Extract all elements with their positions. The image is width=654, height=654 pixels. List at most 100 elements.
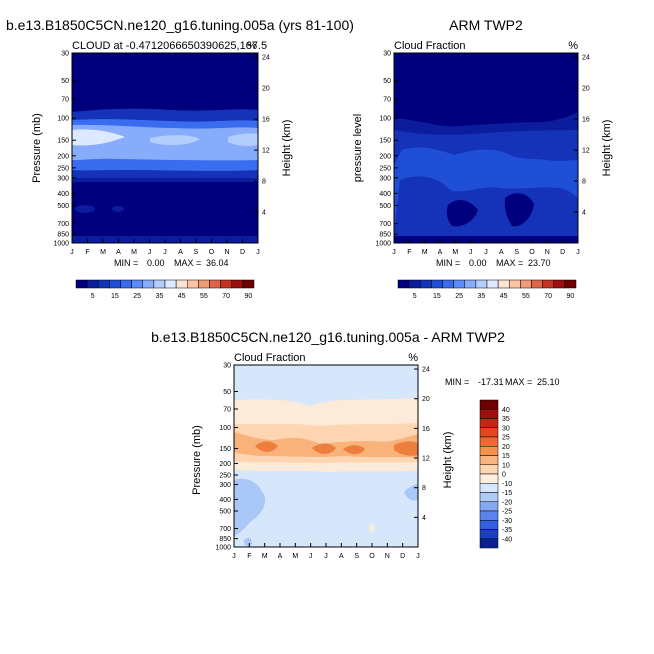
month-tick-label: F xyxy=(407,249,411,256)
colorbar-label: 30 xyxy=(502,425,510,432)
colorbar-swatch xyxy=(479,436,499,447)
month-tick-label: A xyxy=(178,249,183,256)
pressure-tick-label: 30 xyxy=(223,363,231,370)
height-tick-label: 20 xyxy=(422,396,430,403)
month-tick-label: J xyxy=(416,553,420,560)
colorbar-swatch xyxy=(479,455,499,465)
colorbar-swatch xyxy=(175,279,188,289)
pressure-tick-label: 70 xyxy=(383,96,391,103)
pressure-tick-label: 100 xyxy=(379,116,391,123)
panel3-pressure-axis: 30 50 70 100 150 200 250 300 400 500 700 850 1000 xyxy=(215,363,238,552)
colorbar-swatch xyxy=(479,483,499,493)
colorbar-swatch xyxy=(420,279,432,289)
panel1-band-core-left xyxy=(72,129,125,146)
colorbar-label: 5 xyxy=(413,293,417,300)
panel-model-cloud: b.e13.B1850C5CN.ne120_g16.tuning.005a (y… xyxy=(6,17,354,300)
colorbar-swatch xyxy=(142,279,155,289)
colorbar-label: 40 xyxy=(502,407,510,414)
pressure-tick-label: 200 xyxy=(219,461,231,468)
pressure-tick-label: 300 xyxy=(57,175,69,182)
colorbar-label: 25 xyxy=(455,293,463,300)
month-tick-label: M xyxy=(262,553,268,560)
month-tick-label: O xyxy=(369,553,375,560)
colorbar-label: 90 xyxy=(245,293,253,300)
pressure-tick-label: 100 xyxy=(57,116,69,123)
colorbar-label: 35 xyxy=(478,293,486,300)
panel3-subtitle-right: % xyxy=(408,352,418,364)
pressure-tick-label: 200 xyxy=(57,153,69,160)
pressure-tick-label: 1000 xyxy=(375,241,391,248)
colorbar-label: 5 xyxy=(91,293,95,300)
colorbar-label: 25 xyxy=(502,435,510,442)
pressure-tick-label: 1000 xyxy=(215,545,231,552)
colorbar-swatch xyxy=(479,418,499,428)
colorbar-label: -15 xyxy=(502,490,512,497)
month-tick-label: D xyxy=(400,553,405,560)
colorbar-swatch xyxy=(164,279,177,289)
panel2-min-value: 0.00 xyxy=(469,258,487,268)
pressure-tick-label: 400 xyxy=(57,191,69,198)
panel2-dry-right xyxy=(504,193,534,227)
colorbar-swatch xyxy=(479,538,499,549)
panel1-band-core-mid xyxy=(150,135,200,146)
colorbar-swatch xyxy=(131,279,143,289)
pressure-tick-label: 150 xyxy=(57,138,69,145)
height-tick-label: 4 xyxy=(582,210,586,217)
month-tick-label: O xyxy=(209,249,215,256)
month-tick-label: S xyxy=(354,553,359,560)
pressure-tick-label: 250 xyxy=(57,165,69,172)
panel-arm-obs: ARM TWP2 Cloud Fraction % 30 50 70 100 150 20… xyxy=(352,17,613,300)
colorbar-label: -30 xyxy=(502,518,512,525)
panel1-min-value: 0.00 xyxy=(147,258,165,268)
month-tick-label: N xyxy=(545,249,550,256)
colorbar-label: -25 xyxy=(502,509,512,516)
pressure-tick-label: 850 xyxy=(57,232,69,239)
panel3-core-4 xyxy=(394,441,418,456)
month-tick-label: N xyxy=(385,553,390,560)
panel3-min-value: -17.31 xyxy=(478,377,504,387)
pressure-tick-label: 850 xyxy=(219,536,231,543)
colorbar-swatch xyxy=(531,279,543,289)
pressure-tick-label: 700 xyxy=(379,221,391,228)
colorbar-label: 55 xyxy=(522,293,530,300)
panel1-subtitle-right: % xyxy=(247,40,257,52)
colorbar-swatch xyxy=(475,279,488,289)
panel3-blue-blob-bottom xyxy=(244,537,252,547)
panel2-ylabel-right: Height (km) xyxy=(601,120,613,177)
panel3-ylabel: Pressure (mb) xyxy=(191,425,203,495)
colorbar-swatch xyxy=(479,501,499,512)
colorbar-swatch xyxy=(464,279,477,289)
month-tick-label: S xyxy=(194,249,199,256)
height-tick-label: 16 xyxy=(262,117,270,124)
colorbar-swatch xyxy=(209,279,221,289)
colorbar-swatch xyxy=(564,279,577,289)
pressure-tick-label: 300 xyxy=(379,175,391,182)
panel2-max-value: 23.70 xyxy=(528,258,551,268)
colorbar-label: 20 xyxy=(502,444,510,451)
pressure-tick-label: 200 xyxy=(379,153,391,160)
colorbar-swatch xyxy=(479,427,499,438)
colorbar-swatch xyxy=(479,520,499,530)
colorbar-swatch xyxy=(153,279,166,289)
month-tick-label: J xyxy=(256,249,260,256)
panel1-pressure-axis: 30 50 70 100 150 200 250 300 400 500 700 850 1000 xyxy=(53,51,76,248)
colorbar-swatch xyxy=(497,279,510,289)
panel3-max-value: 25.10 xyxy=(537,377,560,387)
pressure-tick-label: 500 xyxy=(379,203,391,210)
colorbar-swatch xyxy=(187,279,199,289)
month-tick-label: F xyxy=(247,553,251,560)
height-tick-label: 8 xyxy=(422,485,426,492)
colorbar-swatch xyxy=(198,279,210,289)
height-tick-label: 12 xyxy=(582,148,590,155)
month-tick-label: J xyxy=(309,553,313,560)
height-tick-label: 12 xyxy=(422,456,430,463)
month-tick-label: J xyxy=(392,249,396,256)
month-tick-label: J xyxy=(576,249,580,256)
month-tick-label: S xyxy=(514,249,519,256)
panel1-min-label: MIN = xyxy=(114,258,138,268)
pressure-tick-label: 250 xyxy=(379,165,391,172)
height-tick-label: 4 xyxy=(422,515,426,522)
panel3-blue-blob-left xyxy=(234,478,266,536)
